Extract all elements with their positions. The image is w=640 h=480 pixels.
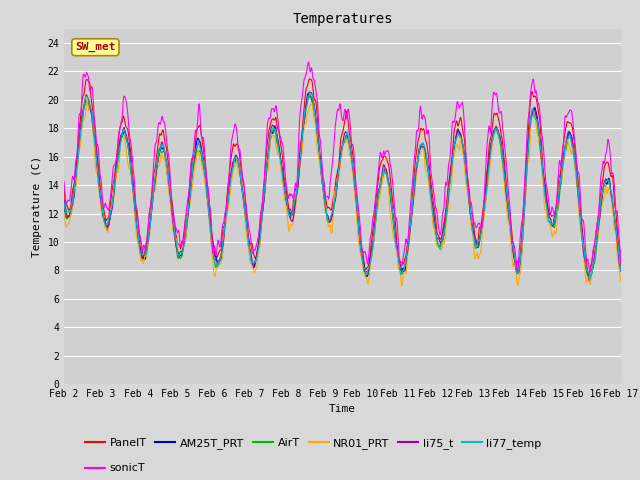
li77_temp bbox=[170, 227, 178, 233]
AM25T_PRT bbox=[246, 252, 254, 258]
li77_temp bbox=[502, 181, 509, 187]
AirT bbox=[60, 199, 68, 204]
Y-axis label: Temperature (C): Temperature (C) bbox=[32, 156, 42, 257]
li77_temp bbox=[551, 216, 559, 222]
li77_temp bbox=[60, 200, 68, 205]
Line: li77_temp: li77_temp bbox=[64, 94, 621, 278]
sonicT bbox=[305, 59, 312, 65]
PanelT bbox=[306, 76, 314, 82]
AM25T_PRT bbox=[184, 210, 191, 216]
Line: li75_t: li75_t bbox=[64, 92, 621, 276]
li75_t bbox=[306, 89, 314, 95]
NR01_PRT bbox=[171, 235, 179, 241]
PanelT bbox=[60, 187, 68, 192]
Line: NR01_PRT: NR01_PRT bbox=[64, 99, 621, 286]
PanelT bbox=[246, 241, 254, 247]
AirT bbox=[184, 214, 191, 219]
li75_t bbox=[617, 268, 625, 274]
li77_temp bbox=[586, 275, 594, 281]
AM25T_PRT bbox=[60, 204, 68, 210]
NR01_PRT bbox=[184, 203, 192, 209]
PanelT bbox=[429, 198, 437, 204]
li75_t bbox=[170, 229, 178, 235]
li77_temp bbox=[617, 267, 625, 273]
AM25T_PRT bbox=[502, 184, 509, 190]
li75_t bbox=[60, 197, 68, 203]
PanelT bbox=[170, 218, 178, 224]
AM25T_PRT bbox=[551, 217, 559, 223]
sonicT bbox=[552, 207, 559, 213]
NR01_PRT bbox=[246, 261, 254, 266]
Line: sonicT: sonicT bbox=[64, 62, 621, 271]
li75_t bbox=[184, 214, 191, 219]
AirT bbox=[307, 92, 314, 98]
li77_temp bbox=[429, 213, 437, 219]
sonicT bbox=[514, 268, 522, 274]
Line: AirT: AirT bbox=[64, 95, 621, 276]
X-axis label: Time: Time bbox=[329, 405, 356, 414]
PanelT bbox=[584, 271, 592, 277]
Text: SW_met: SW_met bbox=[75, 42, 116, 52]
sonicT bbox=[170, 217, 178, 223]
Title: Temperatures: Temperatures bbox=[292, 12, 393, 26]
Line: PanelT: PanelT bbox=[64, 79, 621, 274]
li75_t bbox=[429, 206, 437, 212]
sonicT bbox=[246, 230, 254, 236]
li75_t bbox=[551, 212, 559, 218]
sonicT bbox=[617, 261, 625, 267]
NR01_PRT bbox=[398, 283, 406, 289]
AM25T_PRT bbox=[429, 212, 437, 217]
li75_t bbox=[246, 247, 254, 252]
PanelT bbox=[184, 206, 191, 212]
NR01_PRT bbox=[429, 225, 437, 230]
NR01_PRT bbox=[552, 230, 559, 236]
PanelT bbox=[617, 250, 625, 255]
NR01_PRT bbox=[502, 202, 510, 207]
PanelT bbox=[551, 210, 559, 216]
sonicT bbox=[429, 186, 437, 192]
AirT bbox=[170, 227, 178, 232]
li75_t bbox=[584, 273, 592, 279]
Legend: sonicT: sonicT bbox=[81, 459, 150, 478]
AirT bbox=[584, 274, 592, 279]
AM25T_PRT bbox=[304, 91, 312, 96]
li75_t bbox=[502, 188, 509, 193]
NR01_PRT bbox=[83, 96, 91, 102]
PanelT bbox=[502, 176, 509, 181]
AirT bbox=[551, 221, 559, 227]
AirT bbox=[429, 208, 437, 214]
AM25T_PRT bbox=[617, 263, 625, 269]
AM25T_PRT bbox=[170, 230, 178, 236]
li77_temp bbox=[246, 250, 254, 256]
AirT bbox=[246, 250, 254, 256]
li77_temp bbox=[307, 91, 314, 97]
Line: AM25T_PRT: AM25T_PRT bbox=[64, 94, 621, 281]
sonicT bbox=[502, 156, 509, 162]
AM25T_PRT bbox=[586, 278, 593, 284]
AirT bbox=[617, 261, 625, 267]
NR01_PRT bbox=[617, 278, 625, 284]
li77_temp bbox=[184, 208, 191, 214]
NR01_PRT bbox=[60, 210, 68, 216]
sonicT bbox=[184, 196, 191, 202]
AirT bbox=[502, 190, 509, 195]
sonicT bbox=[60, 179, 68, 184]
